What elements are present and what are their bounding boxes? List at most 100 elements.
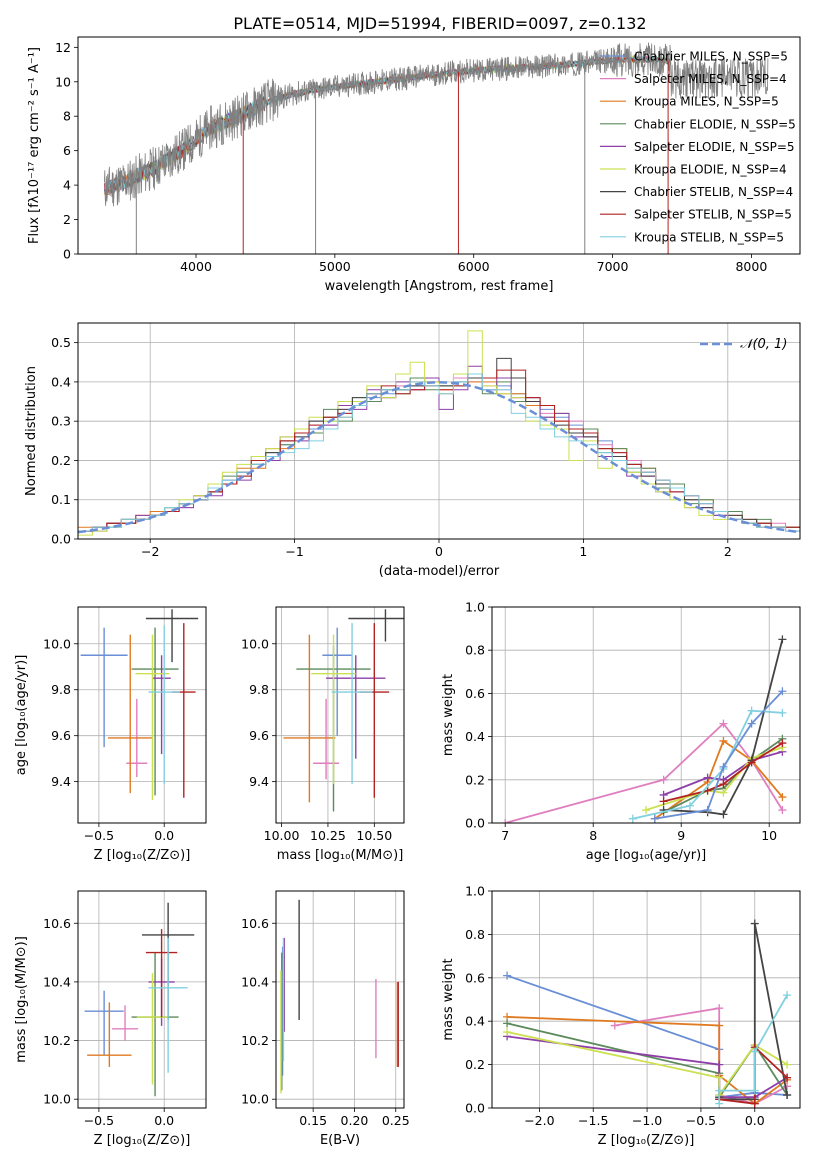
plus-marker [659,775,668,784]
x-tick-label: 7 [501,828,509,843]
plus-marker [650,814,659,823]
plus-marker [750,1086,759,1095]
y-tick-label: 10.0 [241,1092,269,1107]
x-tick-label: 1 [579,544,587,559]
plus-marker [715,1004,724,1013]
y-tick-label: 2 [63,212,71,227]
y-tick-label: 12 [55,40,71,55]
plus-marker [750,919,759,928]
plus-marker [715,1099,724,1108]
x-tick-label: 4000 [180,259,212,274]
legend-label: Kroupa MILES, N_SSP=5 [634,95,779,109]
axes-frame [77,322,801,540]
spectrum-legend: Chabrier MILES, N_SSP=5 Salpeter MILES, N… [600,50,796,244]
plus-marker [719,719,728,728]
x-axis-label: mass [log₁₀(M/M⊙)] [277,848,404,863]
y-tick-label: 10.4 [241,974,269,989]
y-tick-label: 0.6 [465,686,485,701]
plus-marker [750,1047,759,1056]
plus-marker [659,797,668,806]
x-tick-label: 0.20 [341,1113,369,1128]
figure-title: PLATE=0514, MJD=51994, FIBERID=0097, z=0… [233,14,646,33]
plus-marker [715,1060,724,1069]
legend-label: Chabrier STELIB, N_SSP=4 [634,185,793,199]
plus-marker [783,1060,792,1069]
plus-marker [747,706,756,715]
legend-label: Salpeter MILES, N_SSP=4 [634,72,787,86]
x-axis-label: Z [log₁₀(Z/Z⊙)] [598,1133,695,1148]
y-tick-label: 0.2 [465,1057,485,1072]
plus-marker [503,1028,512,1037]
x-tick-label: −1.5 [578,1113,608,1128]
plus-marker [501,819,510,823]
y-tick-label: 10.2 [43,1033,71,1048]
x-tick-label: 2 [724,544,732,559]
y-tick-label: 1.0 [465,884,485,899]
plus-marker [719,736,728,745]
y-tick-label: 0.0 [51,532,71,547]
y-tick-label: 0.0 [465,816,485,831]
spectrum-panel: 4000 5000 6000 7000 8000 0 2 4 6 8 10 12 wavelength … [27,36,801,294]
residuals-histogram-panel: −2 −1 0 1 2 0.0 0.1 0.2 0.3 0.4 0.5 (data-model)/er… [24,322,801,579]
y-tick-label: 9.6 [249,728,269,743]
x-tick-label: 0 [435,544,443,559]
model-spectrum-line [103,55,672,197]
plus-marker [778,806,787,815]
y-tick-label: 10 [55,74,71,89]
y-tick-label: 0.2 [51,453,71,468]
mass-weight-plot-area [503,919,792,1108]
y-tick-label: 0.4 [465,729,485,744]
y-tick-label: 10.2 [241,1033,269,1048]
y-axis-label: mass weight [441,674,456,756]
normal-distribution-curve [78,381,800,534]
x-tick-label: 8 [589,828,597,843]
y-tick-label: 8 [63,109,71,124]
x-tick-label: 0.0 [745,1113,765,1128]
plus-marker [747,719,756,728]
plus-marker [715,1086,724,1095]
y-tick-label: 6 [63,143,71,158]
x-tick-label: −2 [141,544,159,559]
y-tick-label: 0.2 [465,772,485,787]
errorbar-plot-area [80,609,199,801]
x-tick-label: 6000 [458,259,490,274]
histogram-step [78,373,800,539]
y-tick-label: 0.1 [51,492,71,507]
plus-marker [715,1073,724,1082]
plus-marker [642,806,650,815]
x-tick-label: 0.0 [154,1113,174,1128]
mass-weight-plot-area [501,635,787,823]
axes-frame [275,606,405,824]
y-axis-label: Flux [fλ10⁻¹⁷ erg cm⁻² s⁻¹ A⁻¹] [27,47,42,244]
errorbar-plot-area [84,902,195,1097]
x-axis-label: wavelength [Angstrom, rest frame] [325,279,554,294]
axes-frame [77,606,207,824]
x-tick-label: 0.25 [382,1113,410,1128]
plus-marker [783,991,792,1000]
x-axis-label: Z [log₁₀(Z/Z⊙)] [94,848,191,863]
legend-label: Chabrier MILES, N_SSP=5 [634,50,788,64]
legend-label: Chabrier ELODIE, N_SSP=5 [634,117,796,131]
plus-marker [719,788,728,797]
y-tick-label: 10.6 [43,916,71,931]
y-axis-label: Normed distribution [24,366,39,496]
axes-frame [491,606,801,824]
y-tick-label: 0.6 [465,970,485,985]
x-tick-label: 0.15 [299,1113,327,1128]
x-tick-label: 5000 [319,259,351,274]
y-tick-label: 9.8 [51,682,71,697]
y-axis-label: mass weight [441,958,456,1040]
y-tick-label: 10.4 [43,974,71,989]
observed-spectrum-line [104,42,769,207]
mass-vs-reddening-panel: 0.15 0.20 0.25 10.0 10.2 10.4 10.6 E(B-V) [241,890,410,1148]
plus-marker [719,810,728,819]
plus-marker [783,1090,792,1099]
plus-marker [778,793,787,802]
plus-marker [503,1019,512,1028]
plus-marker [778,708,787,717]
plus-marker [778,635,787,644]
y-tick-label: 10.0 [241,636,269,651]
legend-label: Salpeter ELODIE, N_SSP=5 [634,140,795,154]
x-tick-label: −0.5 [84,1113,114,1128]
